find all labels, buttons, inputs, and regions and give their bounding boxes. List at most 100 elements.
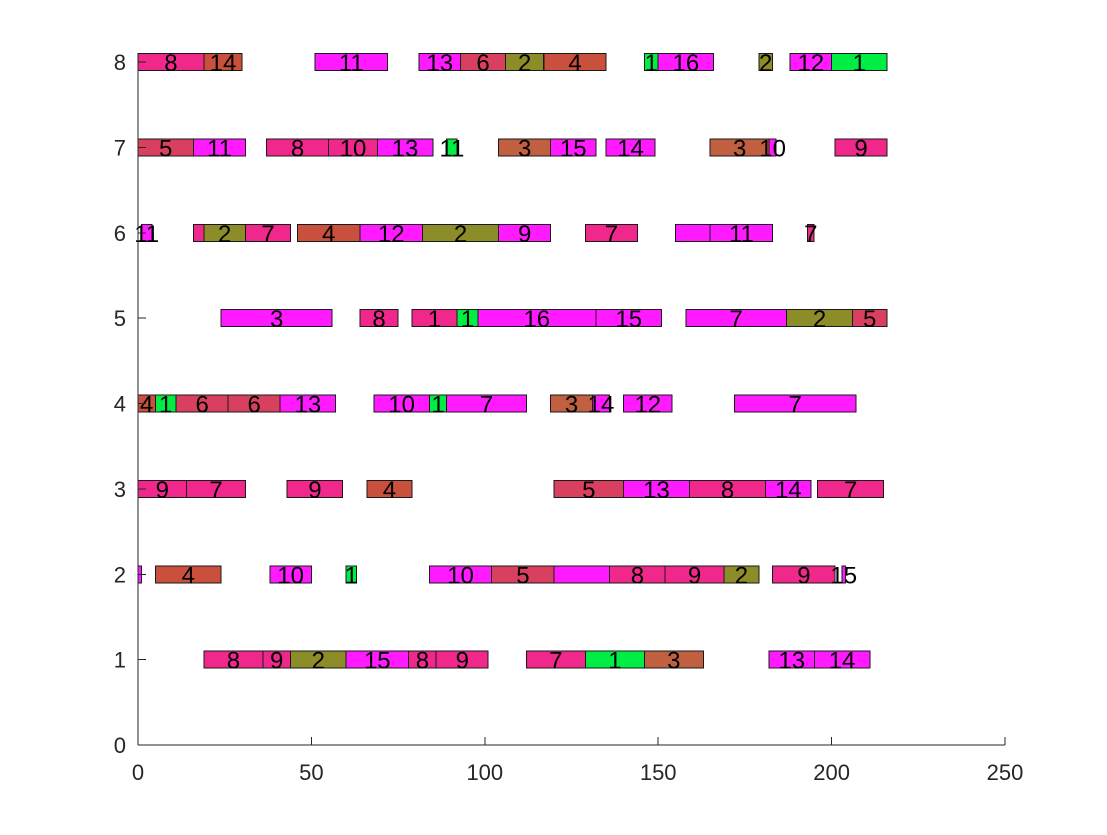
bar-label-y7-72: 15 bbox=[560, 135, 587, 162]
bar-label-y3-27: 5 bbox=[582, 477, 595, 504]
bars-layer: 8 9 2 15 8 9 7 1 3 13 144 10 1 10 5 8 9 2 9 159 7 9 4 5 13 8 14 74 1… bbox=[134, 50, 888, 675]
y-tick-label-1: 1 bbox=[114, 648, 126, 673]
bar-label-y6-61: 7 bbox=[605, 221, 618, 248]
bar-label-y5-45: 8 bbox=[372, 306, 385, 333]
bar-label-y7-70: 11 bbox=[439, 135, 464, 162]
bar-label-y2-19: 9 bbox=[688, 562, 701, 589]
bar-label-y3-31: 7 bbox=[844, 477, 857, 504]
bar-label-y7-65: 5 bbox=[159, 135, 172, 162]
bar-label-y3-29: 8 bbox=[721, 477, 734, 504]
bar-label-y2-21: 9 bbox=[797, 562, 810, 589]
bar-y5-44 bbox=[220, 309, 333, 328]
bar-label-y4-36: 13 bbox=[295, 392, 322, 419]
bar-y6-61 bbox=[584, 223, 638, 242]
bar-y1-5 bbox=[435, 650, 489, 669]
bar-label-y8-82: 2 bbox=[518, 50, 531, 77]
bar-label-y7-67: 8 bbox=[291, 135, 304, 162]
bar-label-y7-73: 14 bbox=[617, 135, 644, 162]
bar-label-y7-66: 11 bbox=[207, 135, 232, 162]
bar-label-y1-0: 8 bbox=[227, 648, 240, 675]
bar-label-y7-68: 10 bbox=[340, 135, 367, 162]
bar-y2-14 bbox=[345, 565, 358, 584]
bar-label-y4-41: 14 bbox=[588, 392, 615, 419]
bar-y2-20 bbox=[723, 565, 760, 584]
bar-label-y4-32: 4 bbox=[140, 392, 153, 419]
bar-label-y7-76: 9 bbox=[854, 135, 867, 162]
bar-label-y1-5: 9 bbox=[456, 648, 469, 675]
bar-y2-21 bbox=[772, 565, 836, 584]
y-tick-label-5: 5 bbox=[114, 306, 126, 331]
bar-y8-85 bbox=[657, 53, 715, 71]
bar-label-y2-20: 2 bbox=[735, 562, 748, 589]
bar-label-y4-39: 7 bbox=[480, 392, 493, 419]
bar-y3-30 bbox=[765, 479, 812, 498]
bar-y4-39 bbox=[446, 394, 528, 413]
x-tick-label-0: 0 bbox=[132, 760, 144, 785]
bar-label-y2-14: 1 bbox=[345, 562, 358, 589]
bar-y6-60 bbox=[498, 223, 552, 242]
bar-label-y8-84: 1 bbox=[645, 50, 658, 77]
bar-y8-79 bbox=[314, 53, 389, 71]
bar-label-y5-44: 3 bbox=[270, 306, 283, 333]
bar-y7-69 bbox=[376, 138, 434, 157]
bar-label-y6-59: 2 bbox=[454, 221, 467, 248]
bar-y5-49 bbox=[595, 309, 663, 328]
x-tick-label-250: 250 bbox=[987, 760, 1024, 785]
bar-y6-54 bbox=[193, 223, 205, 242]
y-tick-label-0: 0 bbox=[114, 733, 126, 758]
bar-label-y3-25: 9 bbox=[308, 477, 321, 504]
bar-y4-42 bbox=[623, 394, 673, 413]
bar-label-y3-26: 4 bbox=[383, 477, 396, 504]
bar-y3-26 bbox=[366, 479, 413, 498]
bar-label-y4-42: 12 bbox=[634, 392, 661, 419]
bar-y4-43 bbox=[734, 394, 857, 413]
bar-y2-12 bbox=[154, 565, 222, 584]
bar-label-y3-30: 14 bbox=[775, 477, 802, 504]
bar-y1-8 bbox=[643, 650, 704, 669]
y-tick-label-4: 4 bbox=[114, 392, 126, 417]
x-tick-label-100: 100 bbox=[466, 760, 503, 785]
bar-label-y5-51: 2 bbox=[813, 306, 826, 333]
bar-label-y5-47: 1 bbox=[461, 306, 474, 333]
x-tick-label-200: 200 bbox=[813, 760, 850, 785]
bar-label-y3-24: 7 bbox=[209, 477, 222, 504]
bar-label-y7-69: 13 bbox=[392, 135, 419, 162]
bar-label-y1-4: 8 bbox=[416, 648, 429, 675]
bar-y5-52 bbox=[851, 309, 888, 328]
bar-label-y7-71: 3 bbox=[518, 135, 531, 162]
bar-y7-75 bbox=[768, 138, 777, 157]
bar-y4-36 bbox=[279, 394, 337, 413]
bar-y3-24 bbox=[186, 479, 247, 498]
bar-y1-10 bbox=[813, 650, 871, 669]
bar-label-y1-8: 3 bbox=[667, 648, 680, 675]
bar-label-y2-16: 5 bbox=[516, 562, 529, 589]
bar-label-y4-38: 1 bbox=[431, 392, 444, 419]
bar-y8-86 bbox=[758, 53, 774, 71]
bar-label-y8-80: 13 bbox=[426, 50, 453, 77]
bar-y6-63 bbox=[709, 223, 774, 242]
bar-y2-17 bbox=[553, 565, 611, 584]
bar-label-y6-60: 9 bbox=[518, 221, 531, 248]
bar-label-y4-33: 1 bbox=[159, 392, 172, 419]
bar-y4-41 bbox=[591, 394, 611, 413]
y-tick-label-7: 7 bbox=[114, 135, 126, 160]
bar-label-y5-49: 15 bbox=[615, 306, 642, 333]
bar-label-y8-79: 11 bbox=[339, 50, 364, 77]
bar-label-y4-40: 3 bbox=[565, 392, 578, 419]
bar-label-y6-55: 2 bbox=[218, 221, 231, 248]
bar-y7-73 bbox=[605, 138, 656, 157]
bar-label-y2-13: 10 bbox=[277, 562, 304, 589]
bar-label-y6-58: 12 bbox=[378, 221, 405, 248]
bar-label-y4-37: 10 bbox=[388, 392, 415, 419]
bar-label-y8-78: 14 bbox=[210, 50, 237, 77]
bar-y5-45 bbox=[359, 309, 399, 328]
bar-y8-88 bbox=[831, 53, 888, 71]
bar-label-y8-85: 16 bbox=[673, 50, 700, 77]
bar-y7-76 bbox=[834, 138, 888, 157]
bar-label-y7-74: 3 bbox=[733, 135, 746, 162]
bar-label-y5-50: 7 bbox=[730, 306, 743, 333]
bar-y7-66 bbox=[193, 138, 246, 157]
bar-y6-64 bbox=[806, 223, 815, 242]
